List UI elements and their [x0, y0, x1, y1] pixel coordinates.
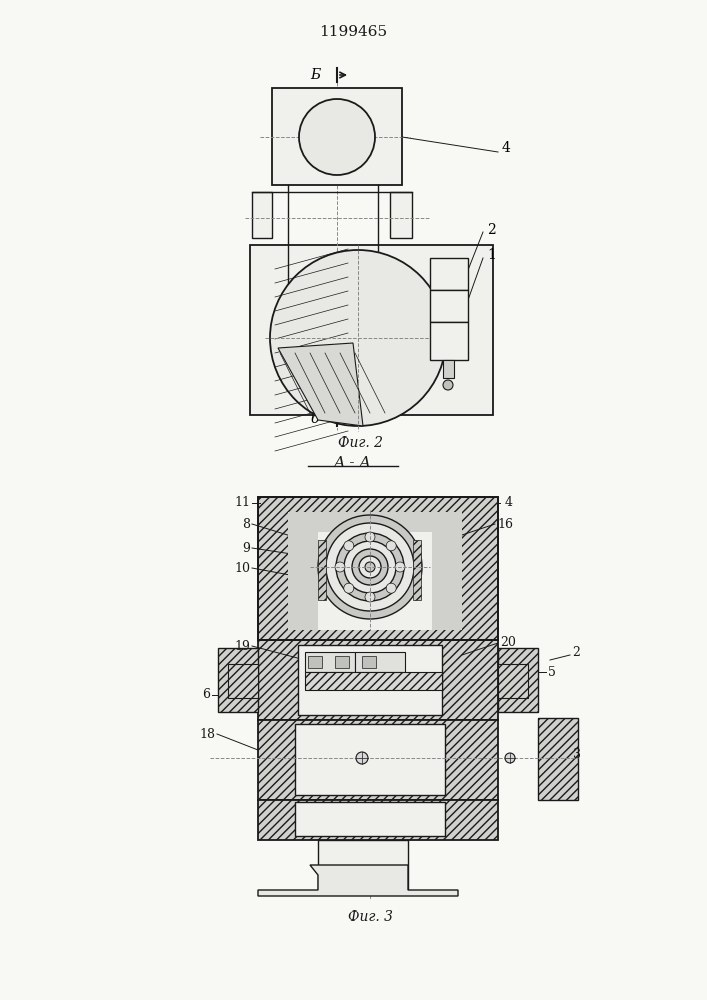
Bar [498, 664, 528, 698]
Bar [305, 672, 442, 690]
Circle shape [299, 99, 375, 175]
Bar [538, 718, 578, 800]
Text: 11: 11 [234, 496, 250, 510]
Circle shape [505, 753, 515, 763]
Text: 4: 4 [505, 496, 513, 510]
Text: 20: 20 [500, 637, 516, 650]
Text: 16: 16 [497, 518, 513, 530]
Text: 1: 1 [487, 248, 496, 262]
Bar [390, 192, 412, 238]
Bar [288, 512, 462, 532]
Polygon shape [278, 343, 363, 426]
Circle shape [344, 583, 354, 593]
Text: 9: 9 [242, 542, 250, 554]
Bar [443, 360, 454, 378]
Bar [335, 656, 349, 668]
Circle shape [365, 592, 375, 602]
Bar [258, 800, 498, 840]
Bar [318, 540, 326, 600]
Circle shape [318, 515, 422, 619]
Text: 1199465: 1199465 [319, 25, 387, 39]
Text: 4: 4 [502, 141, 511, 155]
Circle shape [356, 752, 368, 764]
Circle shape [270, 250, 446, 426]
Circle shape [344, 541, 354, 551]
Bar [252, 192, 272, 238]
Bar [432, 512, 462, 630]
Circle shape [365, 532, 375, 542]
Bar [298, 645, 442, 715]
Bar [288, 512, 462, 630]
Circle shape [352, 549, 388, 585]
Text: Б: Б [310, 68, 320, 82]
Text: 8: 8 [242, 518, 250, 530]
Circle shape [359, 556, 381, 578]
Bar [430, 322, 468, 360]
Circle shape [386, 583, 396, 593]
Bar [258, 720, 498, 800]
Bar [413, 540, 421, 600]
Bar [430, 290, 468, 322]
Text: 18: 18 [199, 728, 215, 740]
Bar [250, 245, 493, 415]
Circle shape [344, 541, 396, 593]
Text: 2: 2 [487, 223, 496, 237]
Text: 10: 10 [234, 562, 250, 574]
Bar [288, 512, 318, 630]
Text: 19: 19 [234, 640, 250, 652]
Bar [258, 640, 498, 720]
Bar [355, 652, 405, 672]
Bar [430, 258, 468, 290]
Circle shape [365, 562, 375, 572]
Text: б: б [311, 412, 320, 426]
Text: Фиг. 3: Фиг. 3 [348, 910, 392, 924]
Bar [258, 497, 498, 640]
Circle shape [395, 562, 405, 572]
Bar [295, 802, 445, 836]
Bar [295, 724, 445, 795]
Circle shape [443, 380, 453, 390]
Text: 3: 3 [573, 748, 581, 762]
Bar [258, 497, 498, 640]
Bar [228, 664, 258, 698]
Text: Фиг. 2: Фиг. 2 [337, 436, 382, 450]
Circle shape [326, 523, 414, 611]
Polygon shape [258, 865, 458, 896]
Bar [305, 652, 355, 672]
Bar [218, 648, 258, 712]
Circle shape [335, 562, 345, 572]
Circle shape [336, 533, 404, 601]
Bar [272, 88, 402, 185]
Text: 5: 5 [548, 666, 556, 678]
Text: 2: 2 [572, 646, 580, 658]
Bar [318, 840, 408, 890]
Bar [362, 656, 376, 668]
Text: А - А: А - А [334, 456, 372, 470]
Bar [308, 656, 322, 668]
Text: 6: 6 [202, 688, 210, 702]
Circle shape [386, 541, 396, 551]
Bar [498, 648, 538, 712]
